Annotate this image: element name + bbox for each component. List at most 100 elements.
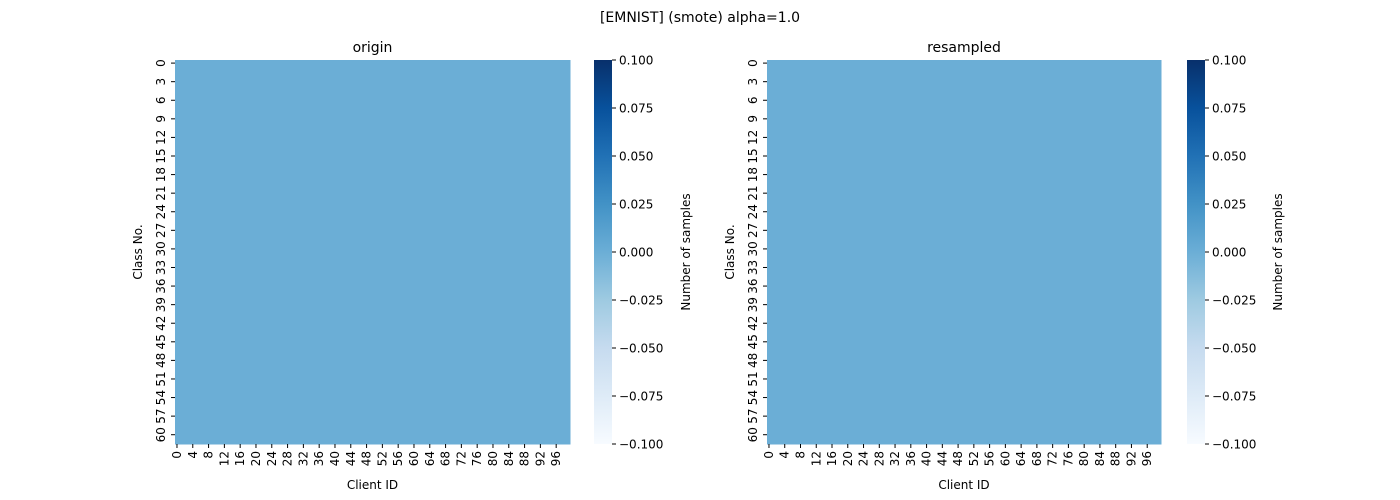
heatmap-cell [368, 90, 373, 98]
heatmap-cell [214, 264, 219, 271]
heatmap-cell [455, 252, 460, 259]
heatmap-cell [491, 208, 496, 216]
heatmap-cell [218, 320, 223, 327]
heatmap-cell [419, 301, 425, 309]
heatmap-cell [352, 320, 358, 327]
heatmap-cell [352, 183, 358, 191]
heatmap-cell [218, 72, 223, 79]
heatmap-cell [186, 115, 192, 123]
heatmap-cell [230, 252, 235, 259]
heatmap-cell [250, 227, 255, 234]
heatmap-cell [281, 351, 286, 358]
heatmap-cell [175, 202, 180, 210]
heatmap-cell [321, 183, 326, 191]
heatmap-cell [384, 183, 389, 191]
heatmap-cell [261, 121, 267, 129]
heatmap-cell [254, 357, 259, 364]
heatmap-cell [491, 289, 496, 296]
heatmap-cell [277, 208, 283, 216]
heatmap-cell [400, 66, 405, 73]
heatmap-cell [498, 344, 504, 352]
heatmap-cell [415, 202, 421, 210]
heatmap-cell [380, 295, 385, 302]
heatmap-cell [447, 90, 452, 98]
heatmap-cell [479, 78, 484, 86]
heatmap-cell [194, 60, 200, 67]
heatmap-cell [518, 103, 523, 110]
heatmap-cell [554, 190, 559, 197]
heatmap-cell [368, 72, 373, 79]
heatmap-cell [419, 183, 425, 191]
heatmap-cell [313, 351, 318, 358]
heatmap-cell [518, 183, 523, 191]
heatmap-cell [218, 258, 223, 265]
heatmap-cell [230, 239, 235, 247]
heatmap-cell [230, 177, 235, 185]
heatmap-row [175, 282, 571, 290]
heatmap-cell [459, 202, 464, 210]
heatmap-cell [226, 252, 231, 259]
heatmap-cell [238, 332, 243, 340]
heatmap-cell [380, 233, 385, 241]
heatmap-cell [348, 190, 354, 197]
heatmap-cell [313, 84, 318, 92]
heatmap-cell [190, 270, 196, 278]
heatmap-cell [265, 97, 271, 104]
heatmap-cell [289, 320, 294, 327]
heatmap-cell [566, 233, 571, 241]
heatmap-cell [479, 103, 484, 110]
heatmap-cell [447, 264, 452, 271]
heatmap-cell [250, 301, 255, 309]
heatmap-cell [254, 301, 259, 309]
heatmap-cell [368, 344, 373, 352]
heatmap-cell [400, 196, 405, 203]
heatmap-cell [305, 227, 310, 234]
heatmap-cell [376, 84, 381, 92]
heatmap-cell [305, 202, 310, 210]
heatmap-cell [182, 134, 188, 141]
heatmap-cell [368, 66, 373, 73]
heatmap-cell [360, 165, 365, 172]
heatmap-cell [491, 357, 496, 364]
heatmap-cell [309, 301, 314, 309]
heatmap-cell [471, 196, 476, 203]
heatmap-cell [246, 115, 251, 123]
heatmap-cell [471, 221, 476, 228]
heatmap-cell [554, 258, 559, 265]
heatmap-cell [546, 128, 551, 135]
heatmap-cell [459, 152, 464, 160]
heatmap-cell [491, 66, 496, 73]
heatmap-cell [202, 190, 207, 197]
heatmap-cell [352, 208, 358, 216]
heatmap-cell [554, 295, 559, 302]
heatmap-cell [408, 326, 413, 333]
heatmap-cell [238, 289, 243, 296]
heatmap-cell [522, 183, 527, 191]
heatmap-cell [530, 332, 535, 340]
heatmap-cell [281, 90, 286, 98]
heatmap-cell [194, 72, 200, 79]
heatmap-cell [388, 60, 393, 67]
heatmap-cell [254, 258, 259, 265]
heatmap-cell [538, 165, 543, 172]
heatmap-cell [550, 134, 555, 141]
heatmap-cell [380, 202, 385, 210]
heatmap-cell [408, 332, 413, 340]
heatmap-cell [214, 214, 219, 222]
heatmap-cell [558, 326, 563, 333]
heatmap-cell [396, 289, 401, 296]
heatmap-cell [344, 270, 350, 278]
heatmap-cell [210, 115, 215, 123]
heatmap-cell [388, 72, 393, 79]
heatmap-cell [348, 97, 354, 104]
heatmap-cell [175, 276, 180, 284]
heatmap-cell [257, 165, 263, 172]
heatmap-cell [309, 295, 314, 302]
heatmap-cell [218, 115, 223, 123]
heatmap-cell [423, 282, 429, 290]
heatmap-cell [372, 270, 377, 278]
heatmap-cell [250, 121, 255, 129]
heatmap-cell [329, 264, 334, 271]
heatmap-cell [455, 289, 460, 296]
heatmap-cell [202, 313, 207, 321]
